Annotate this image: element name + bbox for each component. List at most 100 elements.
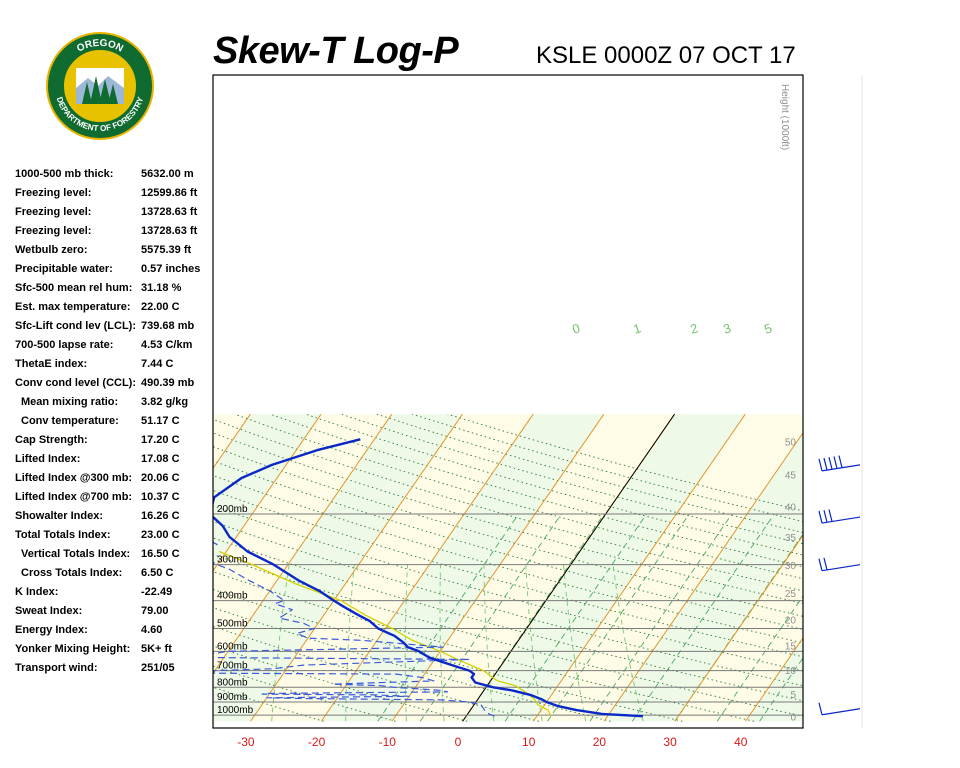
index-value: 17.20 C [141, 434, 180, 446]
index-label: Sfc-Lift cond lev (LCL): [15, 320, 136, 332]
wind-barb-feather [833, 456, 838, 469]
pressure-label: 700mb [217, 661, 248, 672]
height-axis-label: Height (1000ft) [779, 84, 790, 150]
index-value: 31.18 % [141, 282, 182, 294]
index-value: 7.44 C [141, 358, 174, 370]
index-label: Lifted Index @300 mb: [15, 472, 133, 484]
index-label: Sfc-500 mean rel hum: [15, 282, 133, 294]
height-tick-label: 45 [785, 471, 797, 482]
pressure-label: 200mb [217, 504, 248, 515]
index-value: 12599.86 ft [141, 187, 198, 199]
x-tick-label: -10 [379, 735, 397, 749]
index-label: Energy Index: [15, 624, 88, 636]
index-value: 4.60 [141, 624, 163, 636]
index-label: ThetaE index: [15, 358, 88, 370]
moist-adiabat [631, 513, 775, 722]
dry-adiabat [213, 490, 803, 658]
wind-barb-shaft [821, 516, 861, 524]
height-tick-label: 25 [785, 589, 797, 600]
wind-barb-feather [818, 702, 823, 715]
index-value: 16.50 C [141, 548, 180, 560]
svg-text:OREGON: OREGON [75, 38, 125, 55]
pressure-label: 400mb [217, 591, 248, 602]
pressure-label: 600mb [217, 641, 248, 652]
index-value: 51.17 C [141, 415, 180, 427]
isotherm [887, 414, 960, 721]
height-tick-label: 15 [785, 641, 797, 652]
mixing-ratio-line [345, 564, 355, 722]
index-label: Showalter Index: [15, 510, 104, 522]
index-value: 490.39 mb [141, 377, 195, 389]
isotherm [0, 414, 109, 721]
mixing-ratio-line [404, 564, 409, 722]
wind-barb [818, 455, 861, 472]
pressure-label: 900mb [217, 692, 248, 703]
temperature-line [213, 438, 643, 718]
temperature-band [533, 414, 803, 722]
wind-barb-feather [823, 557, 828, 571]
index-label: Total Totals Index: [15, 529, 111, 541]
pressure-label: 1000mb [217, 705, 254, 716]
temperature-band [391, 414, 675, 722]
wind-barb [818, 557, 861, 572]
index-label: Wetbulb zero: [15, 244, 88, 256]
dry-adiabat [213, 446, 803, 617]
mixing-ratio-label: 5 [762, 320, 774, 337]
index-label: Lifted Index: [15, 453, 81, 465]
pressure-label: 800mb [217, 677, 248, 688]
moist-adiabat [759, 657, 803, 722]
index-value: 23.00 C [141, 529, 180, 541]
index-value: 20.06 C [141, 472, 180, 484]
dry-adiabat [270, 413, 803, 568]
moist-adiabat [419, 513, 562, 722]
temperature-band [887, 414, 960, 721]
temperature-band [250, 414, 534, 722]
index-value: 5632.00 m [141, 168, 194, 180]
mixing-ratio-label: 3 [721, 320, 733, 337]
chart-title: Skew-T Log-P [213, 30, 459, 72]
wind-barb-feather [818, 510, 823, 524]
index-label: Sweat Index: [15, 605, 83, 617]
mixing-ratio-label: 0 [570, 320, 582, 337]
mixing-ratio-line [271, 564, 290, 722]
index-label: Vertical Totals Index: [21, 548, 131, 560]
pressure-label: 500mb [217, 619, 248, 630]
dry-adiabat [305, 413, 803, 556]
mixing-ratio-line [483, 564, 495, 722]
index-label: Cap Strength: [15, 434, 88, 446]
index-label: Transport wind: [15, 662, 98, 674]
wind-barb-feather [823, 510, 828, 523]
temperature-band [321, 414, 604, 722]
temperature-band [0, 414, 109, 721]
index-label: Mean mixing ratio: [21, 396, 119, 408]
index-value: -22.49 [141, 586, 173, 598]
dry-adiabat [213, 588, 683, 722]
height-tick-label: 50 [785, 438, 797, 449]
index-value: 6.50 C [141, 567, 174, 579]
isotherm [213, 413, 251, 470]
index-value: 16.26 C [141, 510, 180, 522]
height-tick-label: 20 [785, 616, 797, 627]
wind-barb [818, 509, 861, 524]
parcel-line [218, 550, 552, 717]
height-tick-label: 10 [785, 666, 797, 677]
plot-border [212, 74, 804, 729]
temperature-band [213, 414, 463, 722]
x-tick-label: 40 [734, 735, 748, 749]
index-value: 3.82 g/kg [141, 396, 189, 408]
dry-adiabat [213, 432, 803, 604]
dry-adiabat [213, 505, 803, 672]
temperature-band [0, 414, 180, 721]
wind-barb-shaft [821, 708, 861, 716]
index-label: K Index: [15, 586, 59, 598]
index-label: Freezing level: [15, 225, 92, 237]
x-tick-label: 10 [522, 735, 536, 749]
moist-adiabat [377, 513, 519, 722]
wind-barb-feather [818, 558, 823, 571]
mixing-ratio-line [563, 564, 587, 722]
index-value: 10.37 C [141, 491, 180, 503]
temperature-band [0, 414, 38, 721]
height-tick-label: 0 [790, 713, 796, 724]
wind-barb-feather [818, 458, 823, 472]
